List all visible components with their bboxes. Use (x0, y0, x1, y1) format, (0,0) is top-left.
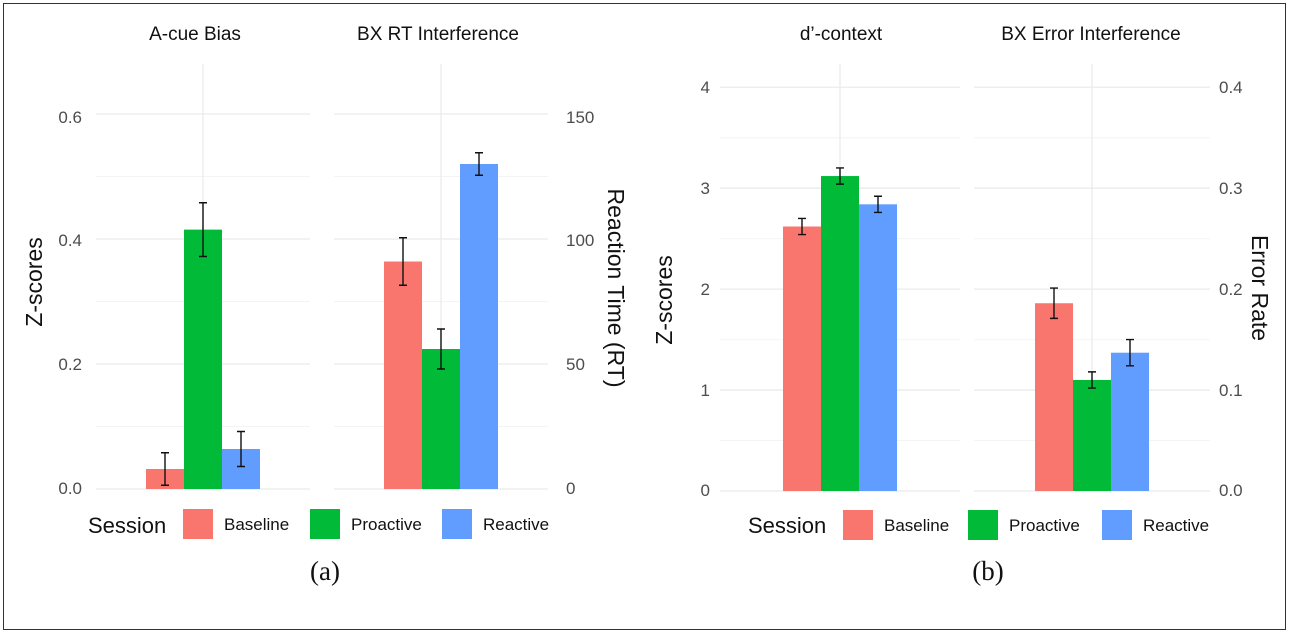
legend-label: Proactive (351, 515, 422, 534)
panel-d-prime-context: d’-context (720, 24, 960, 492)
panel-bx-error-interference-bars (1035, 287, 1149, 491)
y-tick-label: 2 (701, 280, 710, 299)
error-bar-baseline (1050, 287, 1058, 320)
error-bar-baseline (399, 237, 407, 286)
panel-title: A-cue Bias (149, 24, 241, 45)
error-bar-reactive (475, 152, 483, 176)
legend-swatch-proactive (310, 509, 340, 539)
bar-baseline (1035, 303, 1073, 491)
y2-tick-label: 0 (566, 479, 575, 498)
legend-swatch-baseline (183, 509, 213, 539)
bar-reactive (1111, 352, 1149, 491)
error-bar-baseline (161, 452, 169, 486)
y2-tick-label: 0.2 (1219, 280, 1243, 299)
legend-a: Session Baseline Proactive Reactive (88, 509, 549, 539)
bar-baseline (783, 226, 821, 491)
panel-a-cue-bias: A-cue Bias (96, 24, 310, 490)
y2-tick-label: 0.3 (1219, 179, 1243, 198)
y-axis-label-left: Z-scores (651, 255, 677, 344)
figure-caption: (b) (972, 556, 1003, 586)
figure-caption: (a) (310, 556, 340, 586)
legend-swatch-reactive (1102, 510, 1132, 540)
legend-title: Session (88, 513, 166, 538)
panel-title: d’-context (800, 24, 883, 45)
figure-a: A-cue Bias BX RT Interference 0.0 0.2 0.… (21, 24, 629, 586)
y-axis-label-right: Error Rate (1247, 235, 1273, 341)
error-bar-baseline (798, 217, 806, 236)
panel-title: BX Error Interference (1001, 24, 1181, 45)
right-axis-ticks: 0.0 0.1 0.2 0.3 0.4 (1219, 78, 1243, 500)
y-tick-label: 0.2 (58, 355, 82, 374)
error-bar-proactive (437, 328, 445, 370)
legend-swatch-proactive (968, 510, 998, 540)
left-axis-ticks: 0 1 2 3 4 (701, 78, 710, 500)
figure-frame (3, 3, 1286, 630)
error-bar-proactive (836, 167, 844, 185)
y2-tick-label: 50 (566, 355, 585, 374)
bar-reactive (859, 204, 897, 491)
y2-tick-label: 0.4 (1219, 78, 1243, 97)
y2-tick-label: 150 (566, 108, 594, 127)
panel-title: BX RT Interference (357, 24, 519, 45)
bar-proactive (1073, 379, 1111, 491)
y-tick-label: 0.0 (58, 479, 82, 498)
y-tick-label: 0.6 (58, 108, 82, 127)
error-bar-reactive (1126, 338, 1134, 367)
legend-label: Baseline (884, 516, 949, 535)
figure-b: d’-context BX Error Interference 0 1 2 3… (651, 24, 1273, 586)
error-bar-reactive (874, 195, 882, 214)
y-tick-label: 1 (701, 381, 710, 400)
legend-label: Reactive (483, 515, 549, 534)
y-tick-label: 0.4 (58, 231, 82, 250)
panel-bx-rt-interference: BX RT Interference (334, 24, 548, 490)
bar-proactive (422, 349, 460, 489)
legend-swatch-reactive (442, 509, 472, 539)
legend-b: Session Baseline Proactive Reactive (748, 510, 1209, 540)
legend-swatch-baseline (843, 510, 873, 540)
y-axis-label-left: Z-scores (21, 237, 47, 326)
error-bar-proactive (1088, 371, 1096, 389)
panel-bx-rt-interference-bars (384, 152, 498, 489)
y2-tick-label: 100 (566, 231, 594, 250)
bar-proactive (184, 229, 222, 489)
error-bar-proactive (199, 202, 207, 258)
error-bar-reactive (237, 430, 245, 468)
legend-label: Baseline (224, 515, 289, 534)
legend-label: Reactive (1143, 516, 1209, 535)
legend-title: Session (748, 513, 826, 538)
y-tick-label: 3 (701, 179, 710, 198)
panel-a-cue-bias-bars (146, 202, 260, 489)
y2-tick-label: 0.1 (1219, 381, 1243, 400)
bar-baseline (384, 261, 422, 489)
panel-d-prime-context-bars (783, 167, 897, 491)
y-tick-label: 0 (701, 481, 710, 500)
right-axis-ticks: 0 50 100 150 (566, 108, 594, 498)
y2-tick-label: 0.0 (1219, 481, 1243, 500)
y-axis-label-right: Reaction Time (RT) (603, 189, 629, 388)
legend-label: Proactive (1009, 516, 1080, 535)
bar-reactive (460, 164, 498, 489)
y-tick-label: 4 (701, 78, 710, 97)
left-axis-ticks: 0.0 0.2 0.4 0.6 (58, 108, 82, 498)
bar-proactive (821, 176, 859, 491)
panel-bx-error-interference: BX Error Interference (974, 24, 1210, 492)
